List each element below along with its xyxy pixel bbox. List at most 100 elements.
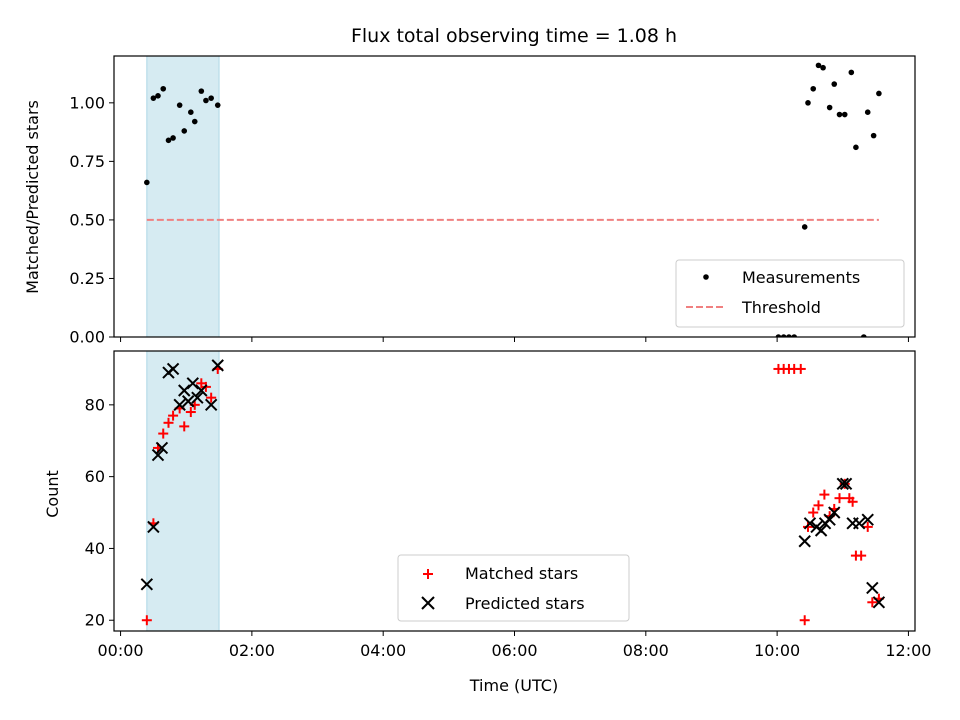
measurement-point [176,102,183,108]
predicted-star-point [836,477,849,491]
predicted-star-point [147,520,160,534]
matched-star-point [867,597,878,608]
bottom-y-tick-label: 40 [85,539,105,558]
bottom-legend: Matched stars Predicted stars [397,554,630,622]
x-axis-label: Time (UTC) [469,676,558,695]
predicted-star-stroke [181,395,195,408]
predicted-star-stroke [803,517,817,530]
top-legend: Measurements Threshold [675,259,905,328]
predicted-star-point [866,581,879,595]
matched-star-point [185,407,196,418]
bottom-y-tick-label: 60 [85,467,105,486]
predicted-star-stroke [140,578,154,591]
matched-star-point [802,521,813,532]
predicted-star-point [803,517,817,530]
matched-star-point [856,550,867,561]
measurement-point [155,93,161,99]
measurement-point [876,90,882,97]
predicted-star-point [195,384,208,397]
top-y-tick-label: 0.50 [69,210,105,229]
measurement-point [144,179,150,186]
matched-star-point [206,392,217,403]
bottom-plot-area [140,351,886,631]
legend-threshold-label: Threshold [741,298,821,317]
legend-measurement-marker [703,274,709,280]
top-y-axis-label: Matched/Predicted stars [23,100,42,294]
predicted-star-stroke [839,477,853,491]
matched-star-point [158,428,169,439]
matched-star-point [819,489,830,500]
measurement-point [160,85,167,92]
matched-star-point [834,493,845,504]
x-tick-label: 00:00 [98,641,144,660]
measurement-point [836,111,843,118]
legend-predicted-label: Predicted stars [465,594,585,613]
predicted-star-point [211,359,224,372]
measurement-point [188,109,194,115]
predicted-star-stroke [173,398,186,412]
legend-matched-label: Matched stars [465,564,578,583]
measurement-point [841,111,848,118]
measurement-point [864,109,871,115]
predicted-star-point [151,448,165,462]
predicted-star-stroke [814,524,828,537]
measurement-point [150,95,157,101]
legend-measurements-label: Measurements [742,268,860,287]
bottom-panel: Count Time (UTC) 00:00 02:00 04:00 06:00 08:… [43,350,931,695]
predicted-star-stroke [155,441,169,455]
matched-star-point [179,421,190,432]
matched-star-point [168,410,179,421]
measurement-point [860,334,867,337]
chart-title: Flux total observing time = 1.08 h [351,25,677,47]
predicted-star-point [861,513,874,526]
measurement-point [848,69,855,76]
measurement-point [831,81,838,87]
legend-predicted-marker [421,596,435,610]
bottom-y-tick-label: 80 [85,395,105,414]
predicted-star-point [191,391,204,404]
measurement-point [165,137,172,144]
matched-star-point [799,615,810,626]
x-tick-label: 10:00 [754,641,800,660]
predicted-star-stroke [211,359,224,372]
measurement-point [801,224,808,230]
top-y-tick-label: 1.00 [69,93,105,112]
top-y-tick-label: 0.75 [69,152,105,171]
top-legend-box [675,259,905,328]
predicted-star-stroke [852,517,866,530]
bottom-legend-box [397,554,630,622]
predicted-star-point [852,517,866,530]
x-tick-label: 12:00 [885,641,931,660]
measurement-point [208,95,214,101]
predicted-star-stroke [836,477,849,491]
predicted-star-point [204,398,218,412]
measurement-point [775,334,782,337]
top-plot-area [144,56,882,337]
bottom-y-tick-label: 20 [85,611,105,630]
predicted-star-stroke [166,362,180,376]
matched-star-point [795,363,806,374]
top-y-tick-label: 0.00 [69,328,105,347]
predicted-star-stroke [151,448,165,462]
predicted-star-stroke [191,391,204,404]
predicted-star-stroke [798,535,811,548]
predicted-star-point [823,513,836,526]
predicted-star-point [155,441,169,455]
measurement-point [810,85,817,92]
measurement-point [181,128,188,134]
top-y-tick-label: 0.25 [69,269,105,288]
matched-star-point [847,496,858,507]
predicted-star-point [828,506,841,519]
predicted-star-stroke [861,513,874,526]
measurement-point [805,100,811,106]
measurement-point [786,334,792,337]
predicted-star-point [814,524,828,537]
x-tick-label: 08:00 [623,641,669,660]
bottom-y-axis-label: Count [43,470,62,518]
predicted-star-point [181,395,195,408]
predicted-star-stroke [823,513,836,526]
measurement-point [203,97,209,104]
matched-star-point [862,521,873,532]
